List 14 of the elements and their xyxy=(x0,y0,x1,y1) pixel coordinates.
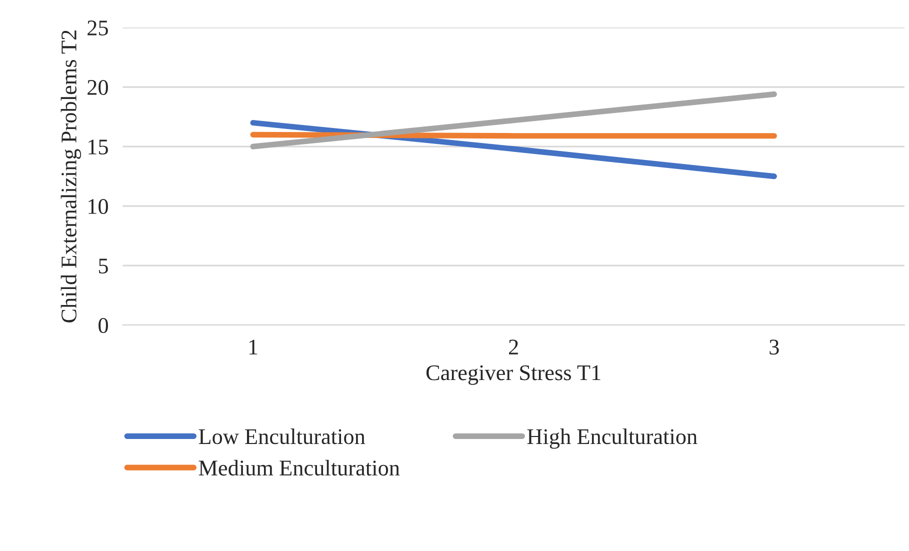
legend-label: High Enculturation xyxy=(527,428,698,449)
x-tick-label: 1 xyxy=(249,340,258,354)
y-tick-label: 20 xyxy=(88,80,108,95)
legend-label: Medium Enculturation xyxy=(198,460,400,476)
y-tick-label: 10 xyxy=(88,199,108,214)
x-tick-label: 2 xyxy=(509,340,518,354)
legend-label: Low Enculturation xyxy=(198,428,366,444)
y-tick-label: 15 xyxy=(88,140,108,154)
y-tick-label: 25 xyxy=(88,20,108,36)
y-tick-label: 5 xyxy=(99,258,108,274)
x-tick-label: 3 xyxy=(770,340,779,355)
y-axis-title: Child Externalizing Problems T2 xyxy=(60,30,82,322)
x-axis-title: Caregiver Stress T1 xyxy=(426,365,600,385)
y-tick-label: 0 xyxy=(98,318,108,334)
